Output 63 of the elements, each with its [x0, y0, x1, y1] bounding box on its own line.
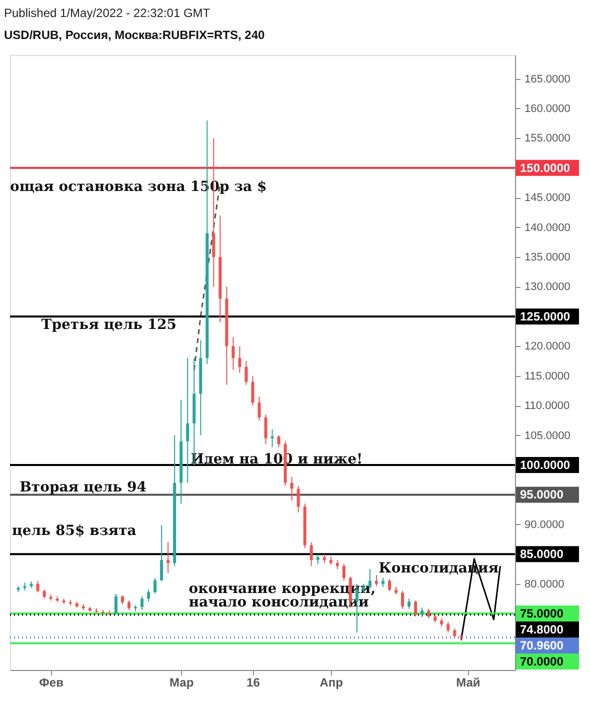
- candlestick: [414, 600, 418, 618]
- ref-line-label: 75.0000: [520, 606, 564, 621]
- candlestick: [388, 578, 392, 592]
- candlestick: [114, 593, 118, 615]
- y-tick-label: 115.0000: [524, 370, 570, 382]
- candlestick: [186, 358, 190, 484]
- y-tick-label: 165.0000: [524, 73, 570, 86]
- candlestick: [127, 600, 130, 610]
- candlestick: [446, 621, 450, 634]
- text: Published 1/May/2022 - 22:32:01 GMT: [4, 6, 211, 20]
- candlestick: [166, 542, 170, 574]
- ref-line-label: 125.0000: [520, 309, 570, 324]
- candlestick: [290, 476, 294, 502]
- candlestick: [264, 414, 268, 445]
- annotation: Третья цель 125: [41, 316, 177, 333]
- candlestick: [453, 628, 456, 640]
- candlestick: [258, 396, 261, 421]
- y-tick-label: 120.0000: [524, 340, 570, 353]
- candlestick: [251, 375, 254, 406]
- annotation: цель 85$ взята: [12, 523, 136, 540]
- candlestick: [316, 554, 320, 565]
- candlestick: [160, 524, 164, 582]
- annotation: Вторая цель 94: [20, 479, 147, 496]
- ref-line-label: 70.9600: [520, 638, 564, 653]
- y-tick-label: 80.0000: [524, 578, 564, 590]
- candlestick: [140, 596, 144, 610]
- candlestick: [147, 589, 150, 602]
- ref-line-label: 95.0000: [520, 488, 564, 502]
- y-tick-label: 140.0000: [524, 222, 570, 234]
- ref-line-label: 70.0000: [520, 654, 564, 669]
- x-tick-label: 16: [246, 676, 260, 690]
- y-tick-label: 90.0000: [524, 518, 564, 531]
- y-tick-label: 155.0000: [524, 132, 570, 145]
- y-tick-label: 105.0000: [524, 430, 570, 442]
- candlestick: [342, 563, 346, 582]
- y-tick-label: 110.0000: [524, 400, 570, 412]
- candlestick: [296, 485, 300, 514]
- ref-line-label: 150.0000: [520, 160, 570, 175]
- candlestick: [36, 580, 40, 593]
- x-tick-label: Мар: [170, 676, 194, 690]
- candlestick: [401, 590, 404, 610]
- candlestick: [232, 336, 235, 370]
- ref-line-label: 100.0000: [520, 458, 570, 472]
- candlestick: [420, 607, 424, 618]
- y-tick-label: 130.0000: [524, 281, 570, 294]
- candlestick: [270, 428, 274, 448]
- candlestick: [277, 434, 280, 448]
- candlestick: [427, 608, 430, 619]
- ref-line-label: 85.0000: [520, 547, 564, 562]
- candlestick: [238, 346, 242, 374]
- candlestick: [408, 598, 411, 610]
- x-tick-label: Май: [456, 676, 480, 690]
- x-tick-label: Апр: [320, 676, 344, 690]
- x-tick-label: Фев: [39, 676, 64, 690]
- candlestick: [310, 542, 313, 567]
- y-tick-label: 135.0000: [524, 252, 570, 264]
- candlestick: [374, 574, 378, 587]
- chart-title: USD/RUB, Россия, Москва:RUBFIX=RTS, 240: [4, 28, 266, 42]
- y-tick-label: 145.0000: [524, 192, 570, 204]
- ref-line-label: 74.8000: [520, 622, 564, 637]
- candlestick: [154, 577, 157, 594]
- y-tick-label: 160.0000: [524, 102, 570, 115]
- candlestick: [244, 360, 248, 386]
